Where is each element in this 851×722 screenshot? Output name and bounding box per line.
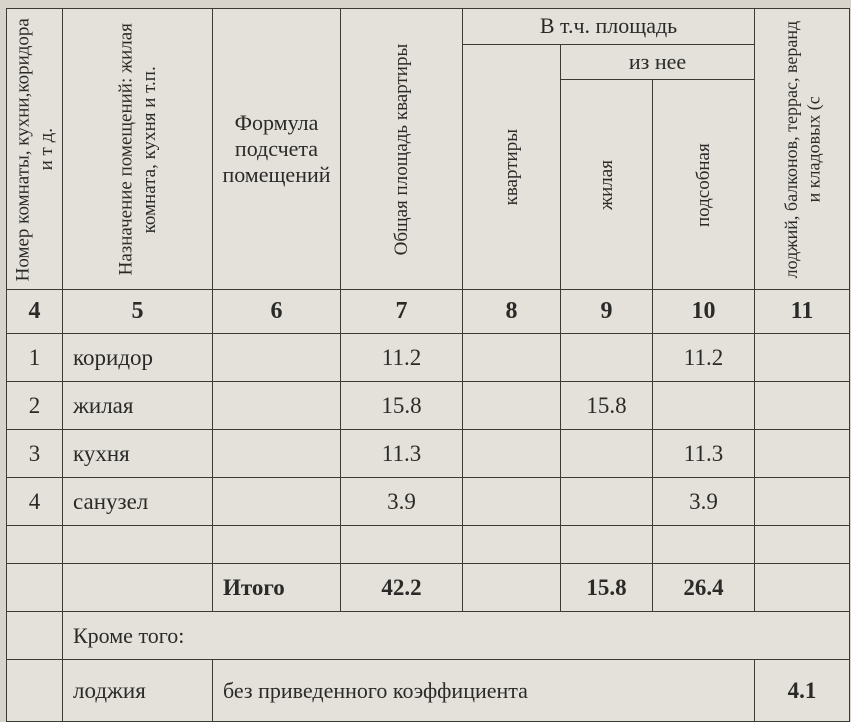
lodgia-name: лоджия	[63, 660, 213, 722]
itogo-kv	[463, 564, 561, 612]
colnum-5: 5	[63, 290, 213, 334]
lodgia-val: 4.1	[755, 660, 850, 722]
cell-lb	[755, 430, 850, 478]
colnum-8: 8	[463, 290, 561, 334]
colnum-9: 9	[561, 290, 653, 334]
cell-name: жилая	[63, 382, 213, 430]
cell-name: коридор	[63, 334, 213, 382]
cell-kv	[463, 334, 561, 382]
cell-kv	[463, 430, 561, 478]
table-row: 1 коридор 11.2 11.2	[7, 334, 850, 382]
krome-row: Кроме того:	[7, 612, 850, 660]
header-total-area: Общая площадь квартиры	[341, 9, 463, 290]
cell-kv	[463, 382, 561, 430]
itogo-total: 42.2	[341, 564, 463, 612]
cell-name: кухня	[63, 430, 213, 478]
lodgia-coeff: без приведенного коэффициента	[213, 660, 755, 722]
colnum-7: 7	[341, 290, 463, 334]
cell-zh: 15.8	[561, 382, 653, 430]
header-utility: подсобная	[653, 80, 755, 290]
cell-pod	[653, 382, 755, 430]
header-formula: Формула подсчета помещений	[213, 9, 341, 290]
cell-lb	[755, 382, 850, 430]
krome-label: Кроме того:	[63, 612, 850, 660]
cell-total: 11.2	[341, 334, 463, 382]
itogo-pod: 26.4	[653, 564, 755, 612]
colnum-4: 4	[7, 290, 63, 334]
table-row: 3 кухня 11.3 11.3	[7, 430, 850, 478]
itogo-zh: 15.8	[561, 564, 653, 612]
header-including: В т.ч. площадь	[463, 9, 755, 45]
cell-total: 3.9	[341, 478, 463, 526]
cell-num: 3	[7, 430, 63, 478]
cell-formula	[213, 430, 341, 478]
cell-total: 15.8	[341, 382, 463, 430]
colnum-10: 10	[653, 290, 755, 334]
cell-pod: 11.2	[653, 334, 755, 382]
header-purpose: Назначение помещений: жилая комната, кух…	[63, 9, 213, 290]
colnum-6: 6	[213, 290, 341, 334]
cell-zh	[561, 430, 653, 478]
header-room-number: Номер комнаты, кухни,коридора и т д.	[7, 9, 63, 290]
column-number-row: 4 5 6 7 8 9 10 11	[7, 290, 850, 334]
cell-kv	[463, 478, 561, 526]
header-apartment: квартиры	[463, 45, 561, 290]
cell-zh	[561, 478, 653, 526]
header-living: жилая	[561, 80, 653, 290]
cell-name: санузел	[63, 478, 213, 526]
cell-num: 4	[7, 478, 63, 526]
cell-lb	[755, 478, 850, 526]
header-of-which: из нее	[561, 45, 755, 80]
table-row: 2 жилая 15.8 15.8	[7, 382, 850, 430]
empty-row	[7, 526, 850, 564]
colnum-11: 11	[755, 290, 850, 334]
cell-formula	[213, 334, 341, 382]
room-area-table: Номер комнаты, кухни,коридора и т д. Наз…	[6, 8, 850, 722]
lodgia-row: лоджия без приведенного коэффициента 4.1	[7, 660, 850, 722]
cell-pod: 3.9	[653, 478, 755, 526]
cell-zh	[561, 334, 653, 382]
cell-formula	[213, 478, 341, 526]
itogo-label: Итого	[213, 564, 341, 612]
cell-formula	[213, 382, 341, 430]
table-row: 4 санузел 3.9 3.9	[7, 478, 850, 526]
cell-lb	[755, 334, 850, 382]
cell-pod: 11.3	[653, 430, 755, 478]
cell-total: 11.3	[341, 430, 463, 478]
itogo-row: Итого 42.2 15.8 26.4	[7, 564, 850, 612]
header-balconies: лоджий, балконов, террас, веранд и кладо…	[755, 9, 850, 290]
cell-num: 2	[7, 382, 63, 430]
itogo-lb	[755, 564, 850, 612]
cell-num: 1	[7, 334, 63, 382]
